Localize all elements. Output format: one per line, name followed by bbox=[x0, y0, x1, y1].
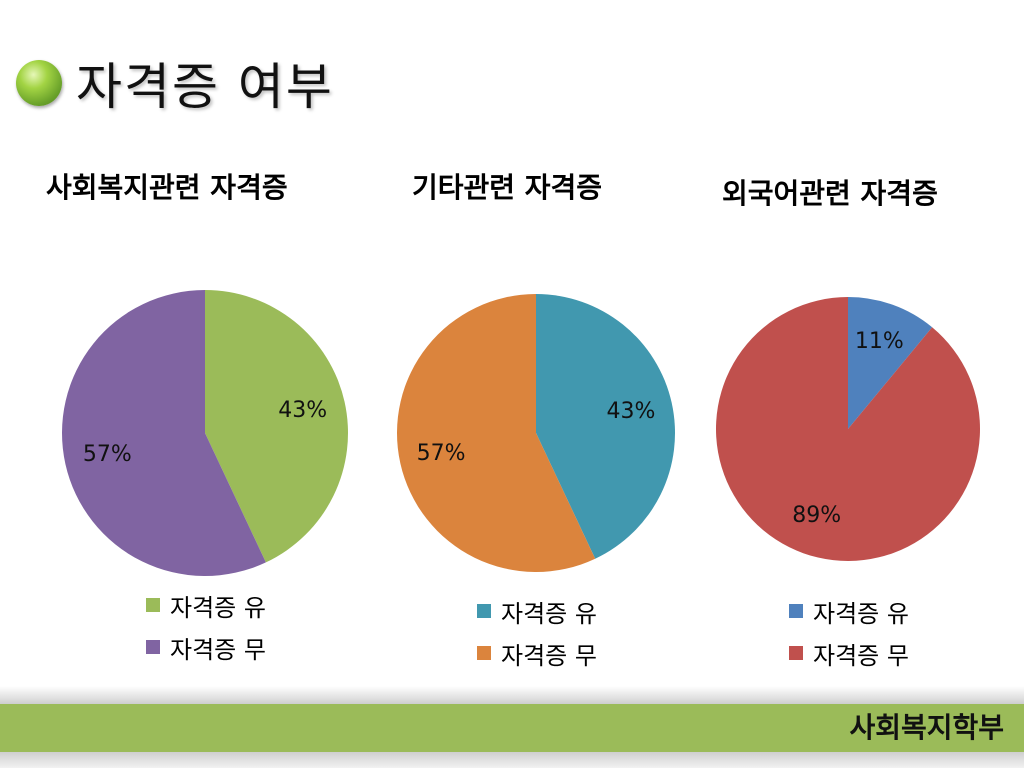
legend-swatch bbox=[789, 604, 803, 618]
pie-slice-no bbox=[62, 290, 266, 576]
legend-item: 자격증 무 bbox=[789, 632, 909, 674]
legend-label: 자격증 유 bbox=[813, 599, 909, 628]
pie-slice-yes bbox=[536, 294, 675, 559]
legend-label: 자격증 유 bbox=[170, 593, 266, 622]
footer-bar bbox=[0, 704, 1024, 752]
green-bullet-icon bbox=[16, 60, 62, 106]
legend-swatch bbox=[789, 646, 803, 660]
legend-item: 자격증 유 bbox=[477, 590, 597, 632]
pie-chart-foreign-language: 11% 89% bbox=[716, 297, 980, 561]
legend-item: 자격증 유 bbox=[146, 584, 266, 626]
legend-item: 자격증 무 bbox=[477, 632, 597, 674]
legend-item: 자격증 무 bbox=[146, 626, 266, 668]
legend-label: 자격증 무 bbox=[170, 635, 266, 664]
chart-title-foreign-language: 외국어관련 자격증 bbox=[722, 177, 938, 210]
legend-label: 자격증 무 bbox=[501, 641, 597, 670]
chart-title-other: 기타관련 자격증 bbox=[412, 171, 603, 204]
pie-slice-no bbox=[716, 297, 980, 561]
legend-swatch bbox=[477, 646, 491, 660]
pie-slice-no bbox=[397, 294, 596, 572]
pie-data-label: 43% bbox=[607, 399, 656, 424]
footer-bottom-strip bbox=[0, 752, 1024, 768]
legend-foreign-language: 자격증 유 자격증 무 bbox=[789, 590, 909, 674]
legend-item: 자격증 유 bbox=[789, 590, 909, 632]
pie-data-label: 89% bbox=[792, 503, 841, 528]
pie-slice-yes bbox=[848, 297, 933, 429]
pie-chart-other: 43% 57% bbox=[397, 294, 675, 572]
chart-title-social-welfare: 사회복지관련 자격증 bbox=[46, 171, 288, 204]
pie-data-label: 11% bbox=[855, 329, 904, 354]
pie-data-label: 57% bbox=[83, 442, 132, 467]
footer-shadow bbox=[0, 686, 1024, 706]
legend-swatch bbox=[477, 604, 491, 618]
legend-social-welfare: 자격증 유 자격증 무 bbox=[146, 584, 266, 668]
slide-header: 자격증 여부 bbox=[16, 48, 334, 118]
pie-slice-yes bbox=[205, 290, 348, 563]
pie-data-label: 43% bbox=[278, 398, 327, 423]
legend-label: 자격증 무 bbox=[813, 641, 909, 670]
slide-title: 자격증 여부 bbox=[76, 58, 334, 116]
footer-department-label: 사회복지학부 bbox=[849, 711, 1004, 744]
legend-swatch bbox=[146, 598, 160, 612]
legend-label: 자격증 유 bbox=[501, 599, 597, 628]
legend-other: 자격증 유 자격증 무 bbox=[477, 590, 597, 674]
pie-data-label: 57% bbox=[417, 441, 466, 466]
legend-swatch bbox=[146, 640, 160, 654]
pie-chart-social-welfare: 43% 57% bbox=[62, 290, 348, 576]
